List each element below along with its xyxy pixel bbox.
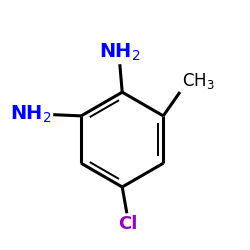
Text: CH$_3$: CH$_3$ <box>182 71 215 91</box>
Text: Cl: Cl <box>118 215 138 233</box>
Text: NH$_2$: NH$_2$ <box>10 104 52 125</box>
Text: NH$_2$: NH$_2$ <box>99 42 140 63</box>
